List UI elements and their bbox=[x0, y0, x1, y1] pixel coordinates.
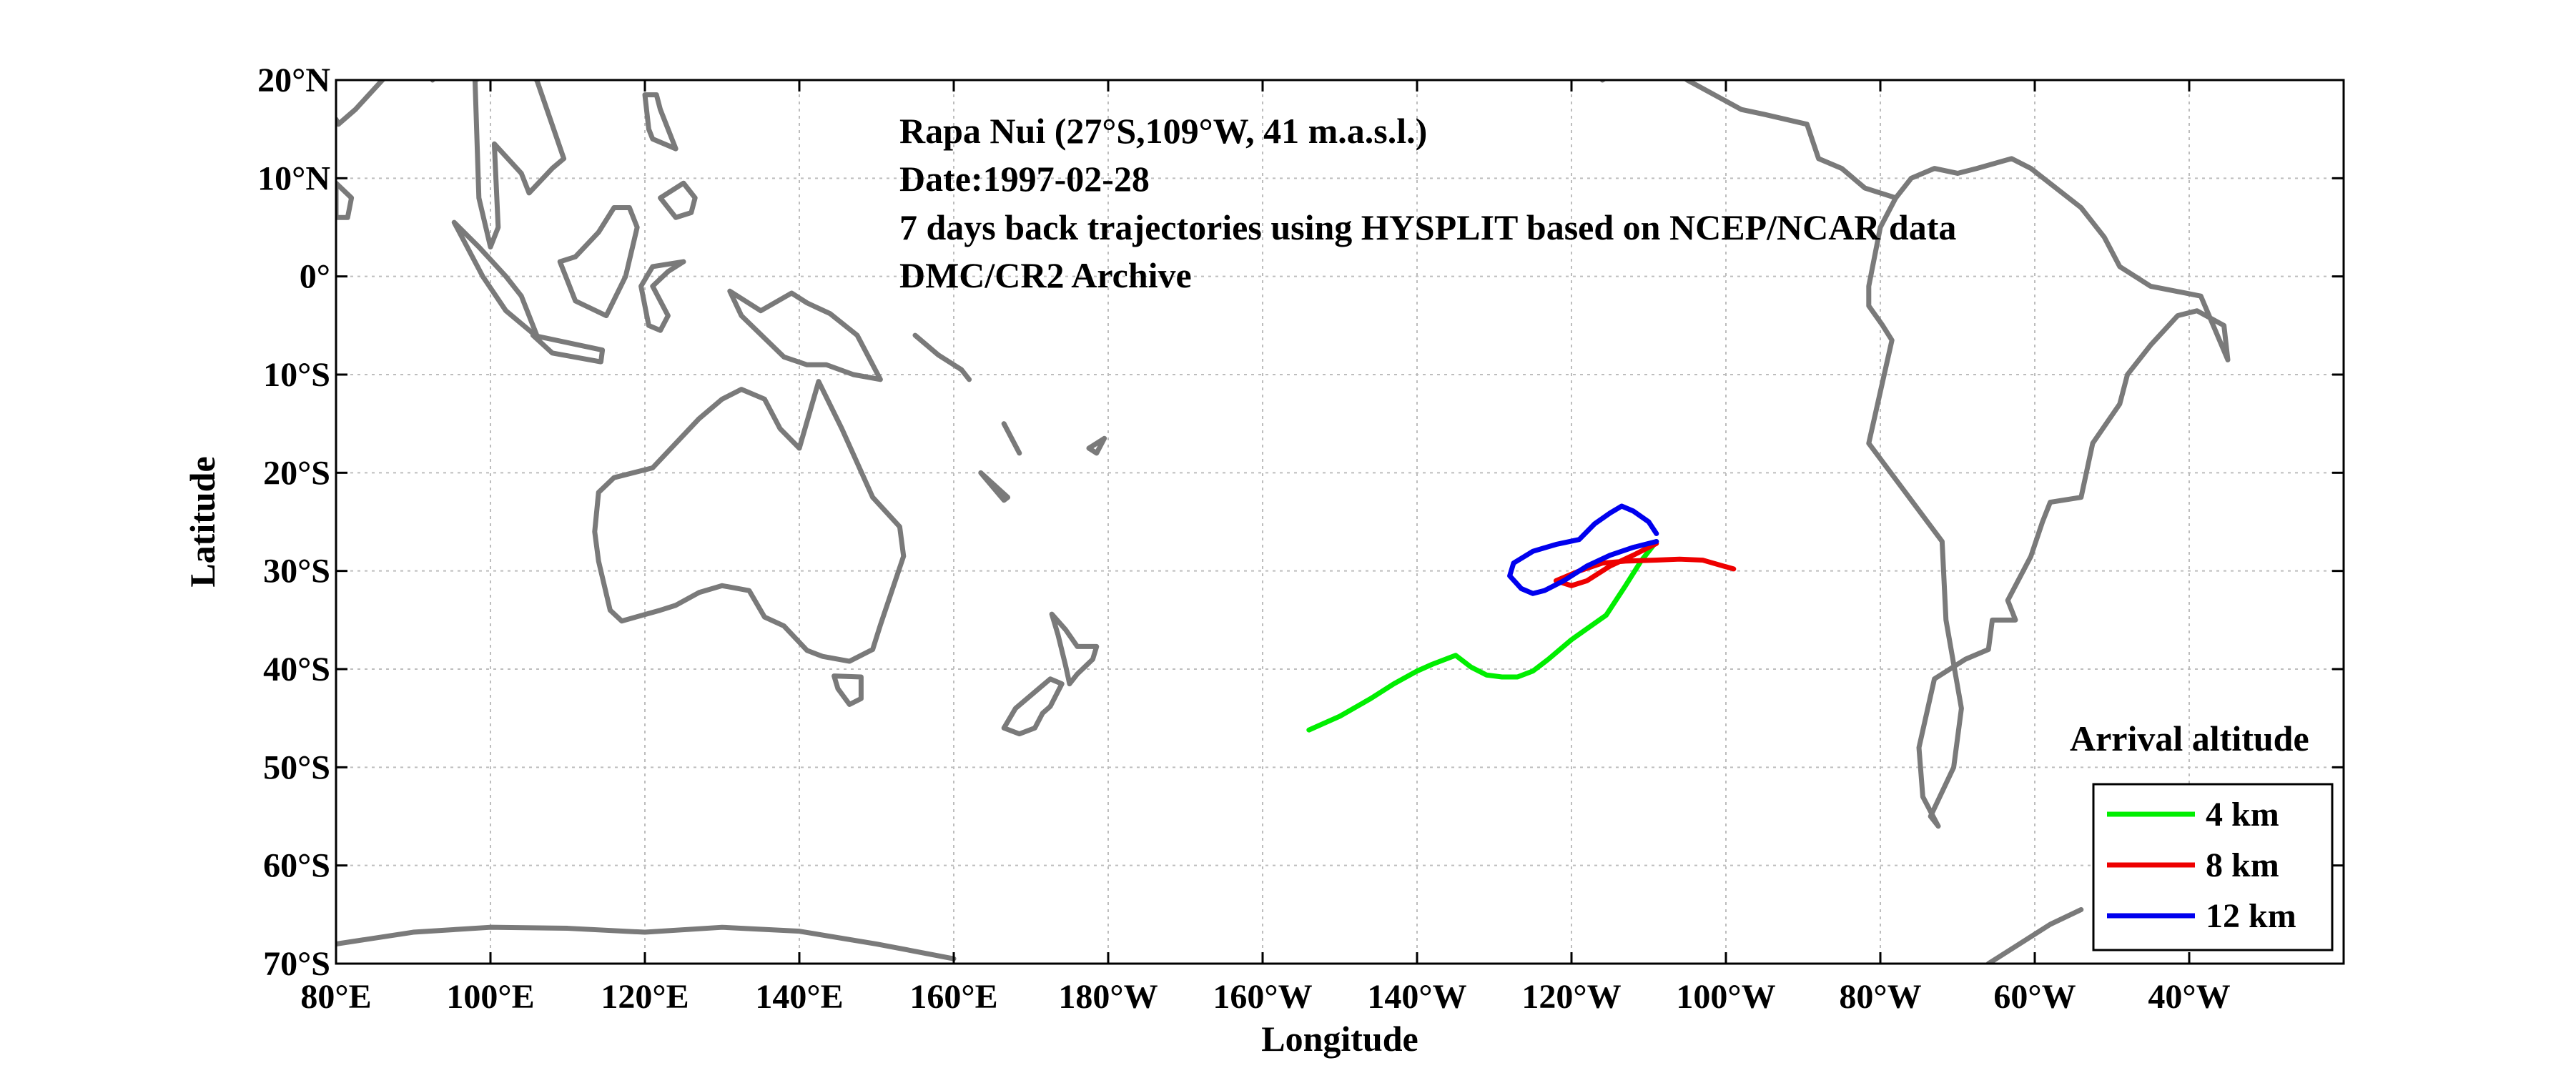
y-tick-label: 50°S bbox=[263, 748, 330, 786]
x-tick-label: 120°E bbox=[601, 978, 689, 1016]
coastline-antarctica bbox=[336, 924, 957, 961]
coastline-new-caledonia bbox=[978, 470, 1011, 503]
coastline-vanuatu bbox=[1001, 421, 1022, 456]
plot-frame bbox=[335, 79, 2345, 965]
coastline-china-coast bbox=[568, 1, 656, 75]
coastline-new-zealand-south bbox=[1001, 676, 1065, 737]
y-tick-label: 70°S bbox=[263, 945, 330, 983]
x-tick-label: 40°W bbox=[2148, 978, 2230, 1016]
y-axis-title: Latitude bbox=[182, 456, 222, 587]
x-tick-label: 160°W bbox=[1213, 978, 1312, 1016]
legend-label-4km: 4 km bbox=[2206, 796, 2279, 834]
coastline-south-america bbox=[1866, 156, 2231, 829]
x-tick-label: 80°W bbox=[1839, 978, 1921, 1016]
y-tick-label: 60°S bbox=[263, 847, 330, 885]
x-tick-label: 160°E bbox=[909, 978, 997, 1016]
x-tick-label: 60°W bbox=[1993, 978, 2076, 1016]
legend-label-8km: 8 km bbox=[2206, 846, 2279, 884]
trajectory-8km bbox=[1553, 540, 1737, 588]
coastline-baja-california bbox=[1614, 0, 1644, 51]
y-tick-label: 20°N bbox=[257, 61, 330, 99]
coastline-tasmania bbox=[831, 673, 864, 707]
coastline-philippines-luzon bbox=[642, 92, 678, 152]
x-tick-label: 100°E bbox=[446, 978, 534, 1016]
annotation-location: Rapa Nui (27°S,109°W, 41 m.a.s.l.) bbox=[899, 111, 1427, 151]
coastline-sulawesi bbox=[638, 259, 686, 333]
coastline-borneo bbox=[557, 205, 640, 319]
legend-label-12km: 12 km bbox=[2206, 897, 2296, 935]
legend-title: Arrival altitude bbox=[2070, 718, 2309, 758]
coastline-taiwan bbox=[651, 31, 661, 60]
coastline-australia bbox=[592, 379, 907, 664]
coastline-sri-lanka bbox=[336, 180, 355, 220]
y-tick-label: 20°S bbox=[263, 454, 330, 492]
coastline-antarctic-peninsula bbox=[1985, 906, 2084, 964]
coastline-new-guinea bbox=[727, 288, 883, 382]
trajectory-4km bbox=[1306, 538, 1659, 733]
annotation-block: Rapa Nui (27°S,109°W, 41 m.a.s.l.) Date:… bbox=[899, 111, 1956, 295]
coastline-fiji bbox=[1086, 435, 1107, 456]
y-tick-label: 10°S bbox=[263, 356, 330, 394]
y-tick-label: 0° bbox=[300, 258, 330, 296]
x-tick-label: 80°E bbox=[300, 978, 371, 1016]
trajectory-lines bbox=[1306, 503, 1737, 733]
coastline-solomon-islands bbox=[912, 332, 972, 382]
axis-ticks: 80°E 100°E 120°E 140°E 160°E 180°W 160°W 140°W 1… bbox=[257, 61, 2344, 1016]
x-tick-label: 120°W bbox=[1521, 978, 1621, 1016]
coastlines bbox=[336, 0, 2231, 964]
y-tick-label: 30°S bbox=[263, 553, 330, 590]
trajectory-12km bbox=[1507, 503, 1659, 596]
coastline-central-america bbox=[1599, 80, 1899, 201]
coastline-india bbox=[336, 80, 435, 127]
x-tick-label: 140°E bbox=[755, 978, 843, 1016]
x-axis-title: Longitude bbox=[1261, 1019, 1418, 1059]
annotation-method: 7 days back trajectories using HYSPLIT b… bbox=[899, 207, 1956, 247]
x-tick-label: 180°W bbox=[1058, 978, 1158, 1016]
annotation-archive: DMC/CR2 Archive bbox=[899, 255, 1192, 295]
coastline-new-zealand-north bbox=[1049, 611, 1100, 687]
y-tick-label: 10°N bbox=[257, 159, 330, 197]
coastline-indochina bbox=[472, 80, 567, 249]
coastline-mindanao bbox=[658, 180, 698, 220]
x-tick-label: 100°W bbox=[1676, 978, 1775, 1016]
x-tick-label: 140°W bbox=[1367, 978, 1466, 1016]
coastline-java bbox=[530, 332, 606, 365]
annotation-date: Date:1997-02-28 bbox=[899, 159, 1150, 199]
legend: Arrival altitude 4 km 8 km 12 km bbox=[2070, 718, 2334, 951]
y-tick-label: 40°S bbox=[263, 651, 330, 688]
